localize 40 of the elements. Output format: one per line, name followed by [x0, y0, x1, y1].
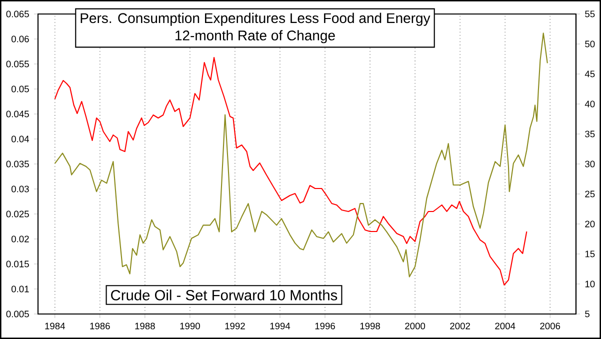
- y-tick-label: 0.02: [11, 236, 29, 242]
- y2-tick-label: 35: [585, 130, 595, 138]
- y2-tick-label: 20: [585, 220, 595, 228]
- y2-tick-label: 55: [585, 10, 595, 18]
- y-tick-label: 0.005: [6, 310, 29, 318]
- x-tick-label: 2006: [540, 322, 560, 330]
- y2-tick-label: 40: [584, 100, 595, 108]
- y-tick-label: 0.06: [11, 36, 29, 42]
- x-tick-label: 1994: [270, 322, 290, 330]
- chart-title: Pers. Consumption Expenditures Less Food and Energy: [80, 12, 430, 26]
- line-series: [54, 56, 528, 286]
- y2-tick-label: 5: [585, 310, 590, 318]
- y2-tick-label: 45: [584, 70, 595, 78]
- y2-tick-label: 30: [585, 160, 595, 168]
- x-tick-label: 1998: [360, 322, 380, 330]
- y-tick-label: 0.055: [6, 60, 29, 68]
- y2-tick-label: 10: [585, 280, 595, 288]
- y-tick-label: 0.015: [6, 260, 29, 268]
- x-tick-label: 1990: [180, 322, 200, 330]
- y-tick-label: 0.04: [11, 136, 30, 142]
- y-tick-label: 0.065: [6, 10, 29, 18]
- x-tick-label: 1992: [225, 322, 245, 330]
- y2-tick-label: 50: [585, 40, 595, 48]
- x-tick-label: 2000: [405, 322, 426, 330]
- text: 12-month Rate of Change: [176, 30, 335, 44]
- y-tick-label: 0.035: [6, 160, 29, 168]
- y-tick-label: 0.03: [11, 186, 29, 192]
- x-tick-label: 1988: [135, 322, 155, 330]
- y-tick-label: 0.05: [11, 86, 29, 92]
- annotation: Crude Oil - Set Forward 10 Months: [111, 290, 338, 300]
- x-tick-label: 2004: [495, 322, 516, 330]
- y-tick-label: 0.045: [6, 110, 29, 118]
- y-tick-label: 0.025: [6, 210, 29, 218]
- y2-tick-label: 25: [585, 190, 595, 198]
- x-tick-label: 1984: [45, 322, 65, 330]
- x-tick-label: 2002: [450, 322, 470, 330]
- x-tick-label: 1986: [90, 322, 110, 330]
- x-tick-label: 1996: [315, 322, 335, 330]
- y2-tick-label: 15: [585, 250, 595, 258]
- y-tick-label: 0.01: [11, 286, 29, 292]
